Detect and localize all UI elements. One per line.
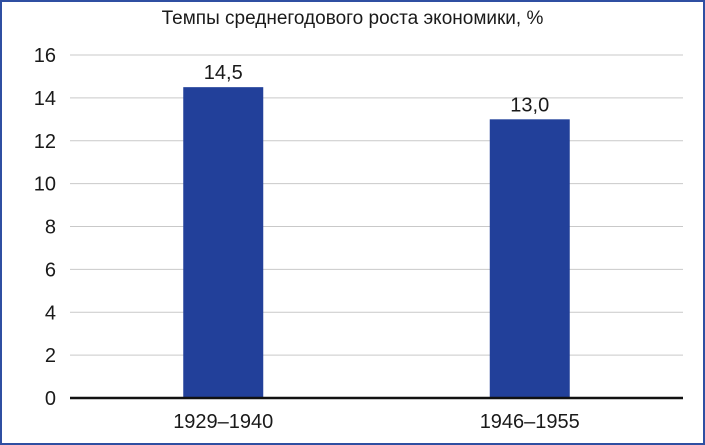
category-labels: 1929–1940 1946–1955 [173,411,580,433]
chart-title: Темпы среднегодового роста экономики, % [161,8,544,29]
y-tick-label: 4 [45,302,56,324]
y-tick-label: 8 [45,217,56,239]
data-label: 13,0 [510,94,549,116]
y-axis-ticks: 0 2 4 6 8 10 12 14 16 [34,45,56,410]
bar [489,119,570,398]
y-tick-label: 16 [34,45,56,67]
y-tick-label: 0 [45,388,56,410]
bars [183,87,570,398]
y-tick-label: 10 [34,174,56,196]
y-tick-label: 2 [45,345,56,367]
y-tick-label: 6 [45,259,56,281]
data-labels: 14,5 13,0 [204,62,549,116]
bar [183,87,264,398]
y-tick-label: 12 [34,131,56,153]
category-label: 1946–1955 [480,411,580,433]
category-label: 1929–1940 [173,411,273,433]
y-tick-label: 14 [34,88,56,110]
gridlines [70,54,683,356]
data-label: 14,5 [204,62,243,84]
